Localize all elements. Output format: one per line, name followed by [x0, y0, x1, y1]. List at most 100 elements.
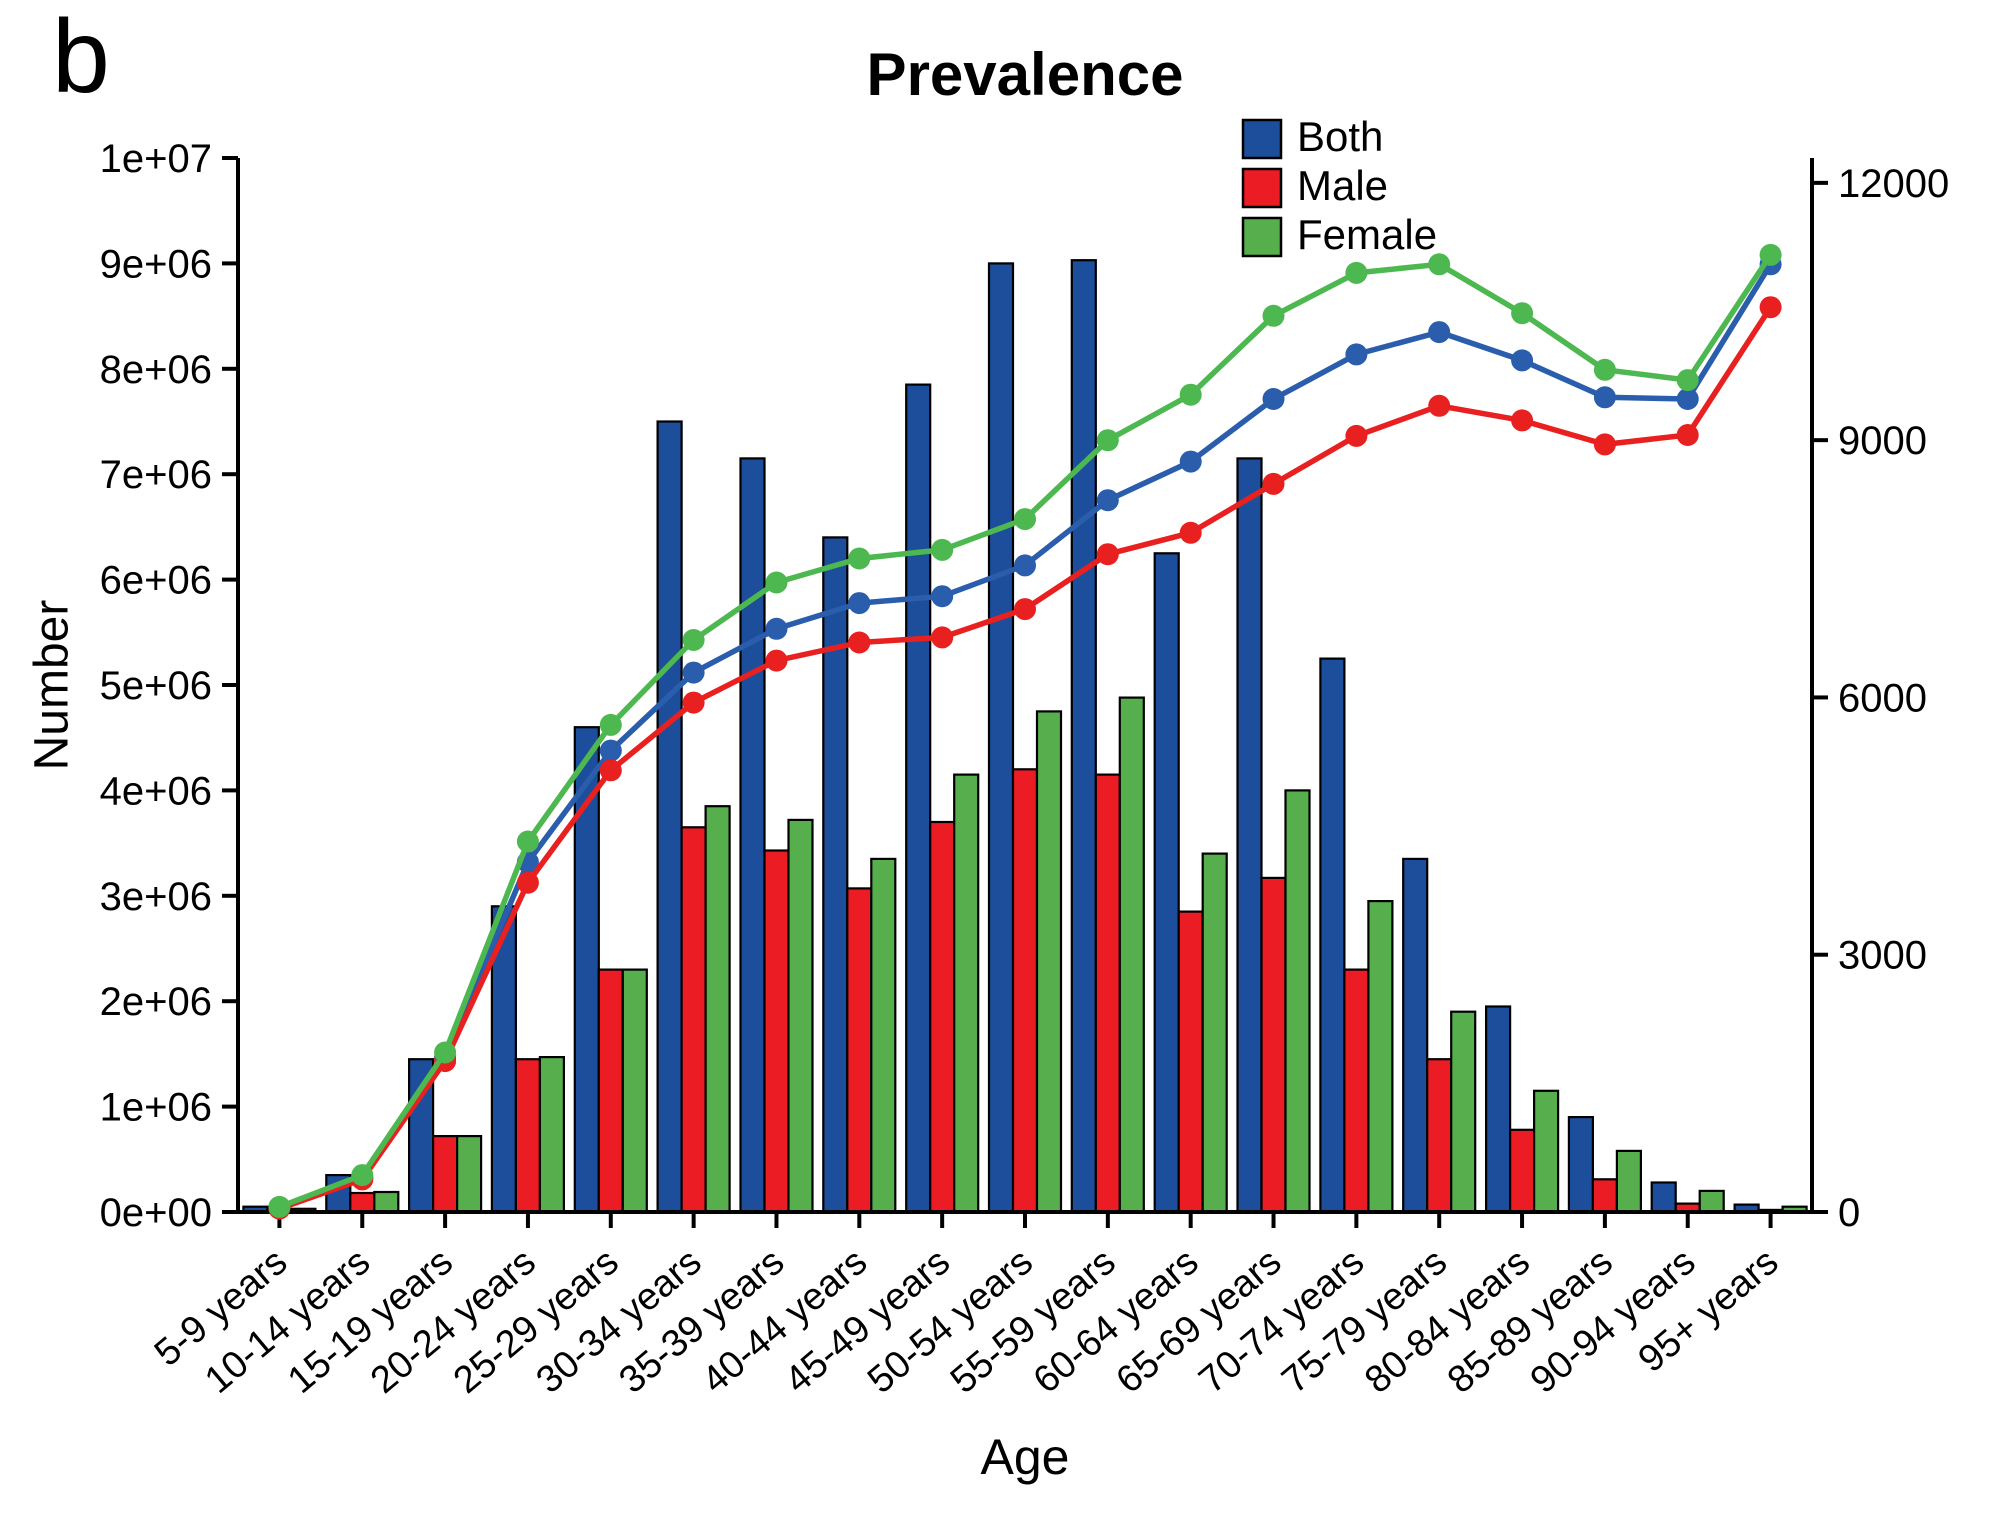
bar-female-17: [1698, 1189, 1725, 1214]
legend-swatch-male: [1241, 167, 1283, 209]
bar-male-13: [1343, 968, 1370, 1214]
bar-female-3: [538, 1055, 566, 1214]
marker-both-5: [682, 661, 705, 684]
bar-both-4: [573, 726, 600, 1214]
bar-male-2: [432, 1134, 459, 1214]
marker-male-11: [1179, 521, 1202, 544]
bar-female-9: [1035, 710, 1063, 1214]
bar-female-13: [1367, 899, 1394, 1214]
marker-male-4: [599, 759, 622, 782]
left-tick-label: 7e+06: [100, 453, 212, 497]
marker-female-12: [1262, 304, 1285, 327]
bar-male-11: [1177, 910, 1204, 1214]
marker-both-4: [599, 739, 622, 762]
marker-both-8: [931, 585, 954, 608]
bar-female-10: [1118, 696, 1145, 1214]
marker-both-6: [765, 617, 788, 640]
right-tick-label: 3000: [1838, 934, 1927, 978]
left-tick-label: 9e+06: [100, 242, 212, 286]
legend-label-female: Female: [1297, 211, 1437, 258]
marker-female-14: [1428, 253, 1451, 276]
bar-male-12: [1260, 876, 1287, 1214]
right-tick-label: 9000: [1838, 419, 1927, 463]
marker-both-16: [1593, 386, 1616, 409]
bar-female-7: [870, 857, 897, 1214]
marker-both-15: [1511, 349, 1534, 372]
marker-male-3: [516, 871, 539, 894]
marker-female-17: [1676, 369, 1699, 392]
marker-female-15: [1511, 302, 1534, 325]
marker-both-10: [1096, 489, 1119, 512]
legend-label-male: Male: [1297, 162, 1388, 209]
bar-female-11: [1201, 852, 1228, 1214]
bar-male-7: [846, 887, 873, 1214]
bar-both-5: [656, 420, 683, 1214]
x-axis-label: Age: [980, 1429, 1070, 1485]
marker-male-12: [1262, 472, 1285, 495]
marker-female-8: [931, 538, 954, 561]
marker-female-11: [1179, 383, 1202, 406]
bar-female-12: [1284, 789, 1311, 1214]
bar-male-16: [1591, 1178, 1619, 1214]
marker-male-5: [682, 691, 705, 714]
left-tick-label: 4e+06: [100, 769, 212, 813]
legend-swatch-female: [1241, 216, 1283, 258]
marker-female-13: [1345, 261, 1368, 284]
marker-both-17: [1676, 388, 1699, 410]
bar-female-15: [1532, 1089, 1560, 1214]
marker-male-13: [1345, 424, 1368, 447]
bar-both-7: [822, 536, 849, 1214]
right-tick-label: 6000: [1838, 676, 1927, 720]
left-tick-label: 8e+06: [100, 348, 212, 392]
left-tick-label: 1e+07: [100, 137, 212, 181]
bar-both-13: [1319, 657, 1346, 1214]
bar-male-10: [1094, 773, 1121, 1214]
bar-both-14: [1402, 857, 1429, 1214]
bar-both-9: [987, 262, 1015, 1214]
legend-swatch-both: [1241, 118, 1283, 160]
marker-both-14: [1428, 321, 1451, 344]
bar-male-3: [514, 1058, 542, 1214]
bar-both-6: [739, 457, 766, 1214]
marker-male-6: [765, 649, 788, 672]
marker-male-7: [848, 631, 871, 654]
bar-male-1: [349, 1191, 376, 1214]
marker-both-11: [1179, 450, 1202, 473]
bar-male-14: [1426, 1058, 1453, 1214]
marker-male-10: [1096, 543, 1119, 566]
left-tick-label: 6e+06: [100, 559, 212, 603]
marker-male-9: [1014, 598, 1036, 621]
marker-female-16: [1593, 358, 1616, 381]
marker-female-6: [765, 571, 788, 594]
marker-female-18: [1759, 243, 1782, 266]
marker-female-1: [351, 1164, 374, 1187]
marker-both-12: [1262, 388, 1285, 410]
right-tick-label: 0: [1838, 1191, 1860, 1235]
marker-female-7: [848, 547, 871, 570]
bar-male-8: [929, 820, 956, 1214]
bar-female-4: [621, 968, 648, 1214]
bar-both-10: [1070, 259, 1097, 1214]
left-tick-label: 5e+06: [100, 664, 212, 708]
marker-female-4: [599, 713, 622, 736]
marker-female-5: [682, 629, 705, 651]
bar-female-14: [1450, 1010, 1477, 1214]
bar-male-9: [1011, 768, 1039, 1214]
bar-female-5: [704, 805, 731, 1214]
marker-male-18: [1759, 296, 1782, 319]
bar-male-6: [763, 849, 790, 1214]
marker-male-8: [931, 626, 954, 649]
bar-both-16: [1567, 1115, 1595, 1214]
marker-female-3: [516, 830, 539, 853]
bar-female-6: [787, 818, 814, 1214]
marker-female-10: [1096, 429, 1119, 452]
left-tick-label: 0e+00: [100, 1191, 212, 1235]
right-tick-label: 12000: [1838, 162, 1949, 206]
bar-female-1: [373, 1190, 400, 1214]
bar-both-15: [1484, 1005, 1512, 1214]
marker-both-9: [1014, 554, 1036, 577]
left-tick-label: 1e+06: [100, 1086, 212, 1130]
bar-female-2: [456, 1134, 483, 1214]
marker-both-13: [1345, 343, 1368, 366]
